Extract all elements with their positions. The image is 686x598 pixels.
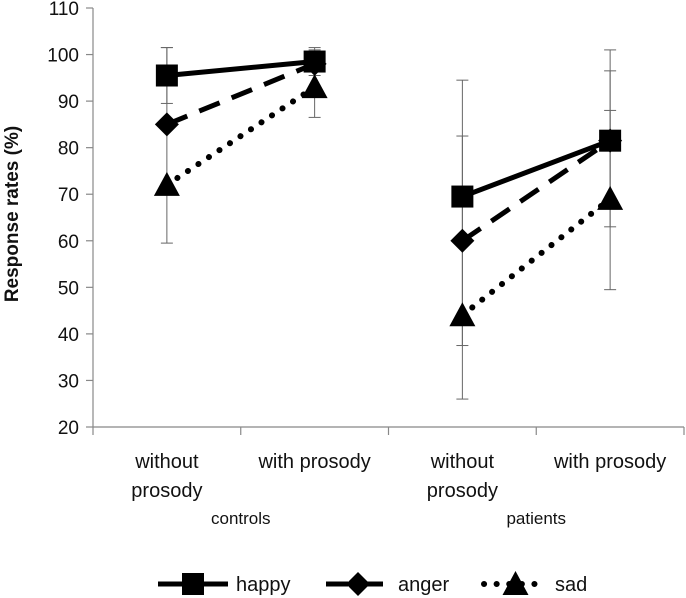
series-line-anger bbox=[165, 61, 316, 127]
axes bbox=[86, 7, 685, 435]
group-label-controls: controls bbox=[211, 509, 271, 528]
legend-item-happy: happy bbox=[158, 573, 291, 596]
series-markers bbox=[153, 50, 624, 327]
y-tick-label-110: 110 bbox=[49, 0, 79, 20]
category-label: without bbox=[430, 451, 495, 473]
legend-marker-happy bbox=[182, 573, 204, 595]
category-label: with prosody bbox=[257, 451, 370, 473]
data-point-happy bbox=[451, 185, 474, 208]
legend-marker-sad bbox=[502, 571, 529, 595]
data-point-sad bbox=[597, 185, 624, 210]
category-label: without bbox=[134, 451, 199, 473]
legend-label-happy: happy bbox=[236, 574, 291, 596]
y-tick-label-70: 70 bbox=[58, 185, 79, 206]
y-tick-label-30: 30 bbox=[58, 371, 79, 392]
y-axis-label: Response rates (%) bbox=[2, 126, 23, 302]
data-point-anger bbox=[450, 228, 475, 253]
series-line-happy bbox=[166, 59, 315, 78]
y-tick-label-60: 60 bbox=[58, 232, 79, 253]
y-tick-label-50: 50 bbox=[58, 278, 79, 299]
legend: happy anger sad bbox=[158, 571, 587, 596]
y-tick-label-100: 100 bbox=[47, 46, 79, 67]
series-line-sad bbox=[163, 84, 318, 188]
series-line-happy bbox=[461, 138, 612, 199]
legend-label-anger: anger bbox=[398, 574, 449, 596]
data-point-sad bbox=[449, 302, 476, 327]
data-point-anger bbox=[598, 128, 623, 153]
error-bars bbox=[160, 47, 617, 400]
data-point-sad bbox=[153, 171, 180, 196]
legend-marker-anger bbox=[346, 572, 370, 596]
legend-item-anger: anger bbox=[326, 572, 449, 596]
category-label: prosody bbox=[131, 480, 202, 502]
y-tick-label-20: 20 bbox=[58, 418, 79, 439]
legend-label-sad: sad bbox=[555, 574, 587, 596]
group-label-patients: patients bbox=[506, 509, 566, 528]
category-label: with prosody bbox=[553, 451, 666, 473]
axis-labels: 20 30 40 50 60 70 80 90 100 110 without prosody with… bbox=[47, 0, 666, 528]
data-point-anger bbox=[302, 51, 327, 76]
category-label: prosody bbox=[427, 480, 498, 502]
data-point-sad bbox=[301, 74, 328, 99]
y-tick-label-40: 40 bbox=[58, 325, 79, 346]
data-point-anger bbox=[154, 112, 179, 137]
series-line-anger bbox=[460, 138, 612, 243]
y-tick-label-90: 90 bbox=[58, 92, 79, 113]
y-tick-label-80: 80 bbox=[58, 139, 79, 160]
legend-item-sad: sad bbox=[481, 571, 587, 596]
data-point-happy bbox=[155, 64, 178, 87]
series-line-sad bbox=[459, 195, 614, 319]
series-lines bbox=[163, 59, 614, 319]
